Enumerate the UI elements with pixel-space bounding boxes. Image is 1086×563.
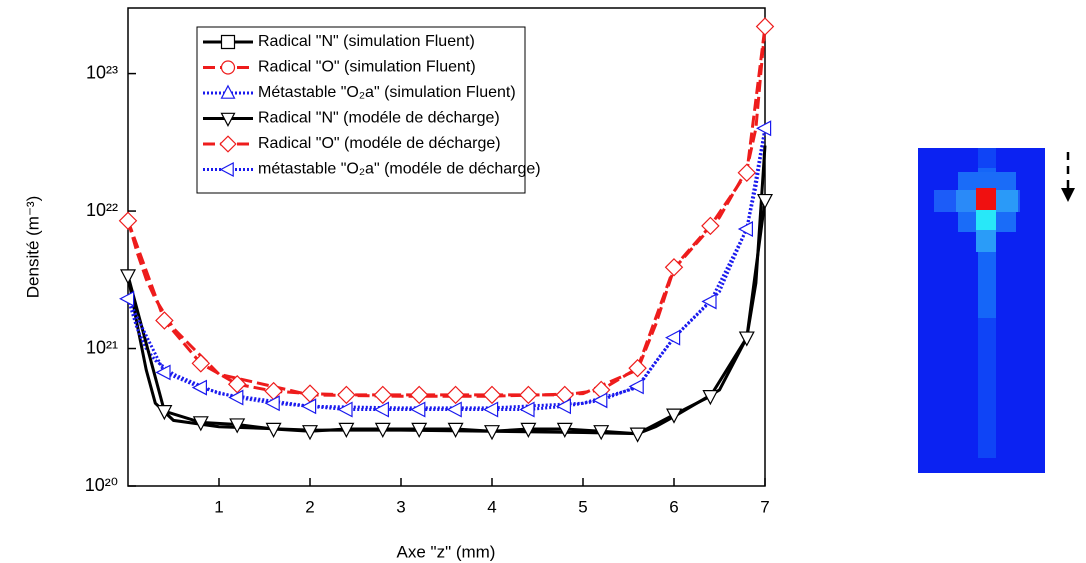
data-marker: [702, 390, 719, 406]
data-marker: [757, 193, 773, 210]
y-tick-label: 10²¹: [86, 337, 118, 357]
data-marker: [373, 385, 393, 405]
x-tick-label: 6: [669, 497, 678, 516]
x-axis-title: Axe "z" (mm): [397, 542, 496, 561]
legend-label: Radical "O" (modéle de décharge): [258, 135, 501, 152]
data-marker: [555, 398, 571, 415]
data-marker: [374, 422, 391, 438]
y-tick-label: 10²⁰: [85, 475, 118, 495]
data-marker: [737, 163, 757, 182]
data-marker: [664, 258, 684, 277]
data-marker: [556, 422, 573, 438]
plot: Axe "z" (mm) Densité (m⁻³): [23, 7, 766, 561]
legend-marker: [220, 34, 236, 50]
legend-marker: [220, 60, 236, 75]
data-marker: [628, 358, 647, 378]
x-tick-label: 4: [487, 497, 496, 516]
data-marker: [191, 354, 211, 373]
data-marker: [265, 422, 282, 438]
data-marker: [156, 405, 173, 421]
x-tick-label: 5: [578, 497, 587, 516]
data-marker: [447, 422, 464, 438]
data-marker: [483, 401, 499, 418]
data-marker: [701, 293, 717, 310]
legend-label: Métastable "O₂a" (simulation Fluent): [258, 84, 516, 101]
data-marker: [519, 401, 535, 418]
data-marker: [411, 422, 428, 438]
data-marker: [373, 401, 389, 418]
x-tick-label: 2: [305, 497, 314, 516]
data-marker: [592, 392, 608, 409]
data-marker: [120, 269, 136, 285]
data-marker: [228, 389, 244, 406]
legend-label: Radical "N" (simulation Fluent): [258, 33, 475, 50]
data-marker: [665, 329, 681, 346]
y-axis-title: Densité (m⁻³): [23, 196, 42, 298]
data-marker: [302, 425, 318, 441]
data-marker: [155, 311, 174, 330]
x-tick-label: 1: [214, 497, 223, 516]
data-marker: [191, 379, 207, 396]
data-marker: [446, 385, 465, 405]
legend-label: Radical "N" (modéle de décharge): [258, 110, 500, 127]
data-marker: [229, 418, 246, 434]
data-marker: [264, 395, 280, 412]
legend-box: [196, 26, 526, 194]
data-marker: [446, 401, 462, 418]
data-marker: [756, 120, 772, 137]
series-line: [126, 200, 767, 436]
legend-label: métastable "O₂a" (modéle de décharge): [258, 161, 541, 178]
data-marker: [192, 416, 209, 432]
data-marker: [409, 385, 429, 405]
data-marker: [701, 216, 720, 236]
data-marker: [666, 408, 682, 424]
y-tick-label: 10²²: [86, 200, 118, 220]
data-marker: [484, 425, 500, 441]
data-marker: [593, 425, 610, 441]
legend-label: Radical "O" (simulation Fluent): [258, 59, 476, 76]
heatmap-image: [918, 148, 1075, 473]
data-marker: [629, 427, 646, 443]
data-marker: [755, 17, 775, 36]
data-marker: [482, 385, 502, 405]
data-marker: [227, 374, 247, 394]
data-marker: [118, 211, 138, 231]
data-marker: [628, 378, 644, 395]
data-marker: [337, 401, 353, 418]
legend-marker: [219, 135, 237, 153]
data-marker: [301, 398, 317, 415]
legend-marker: [220, 84, 236, 99]
x-tick-label: 7: [760, 497, 769, 516]
plot-frame: [127, 7, 766, 487]
data-marker: [738, 331, 755, 347]
data-marker: [338, 422, 355, 438]
data-marker: [737, 221, 753, 238]
data-marker: [337, 385, 356, 405]
data-marker: [119, 290, 135, 307]
data-marker: [410, 401, 426, 418]
data-marker: [519, 385, 538, 405]
x-tick-label: 3: [396, 497, 405, 516]
data-marker: [520, 422, 537, 438]
legend-marker: [219, 162, 234, 177]
data-marker: [155, 364, 171, 381]
y-tick-label: 10²³: [86, 62, 118, 82]
legend-marker: [220, 112, 236, 127]
